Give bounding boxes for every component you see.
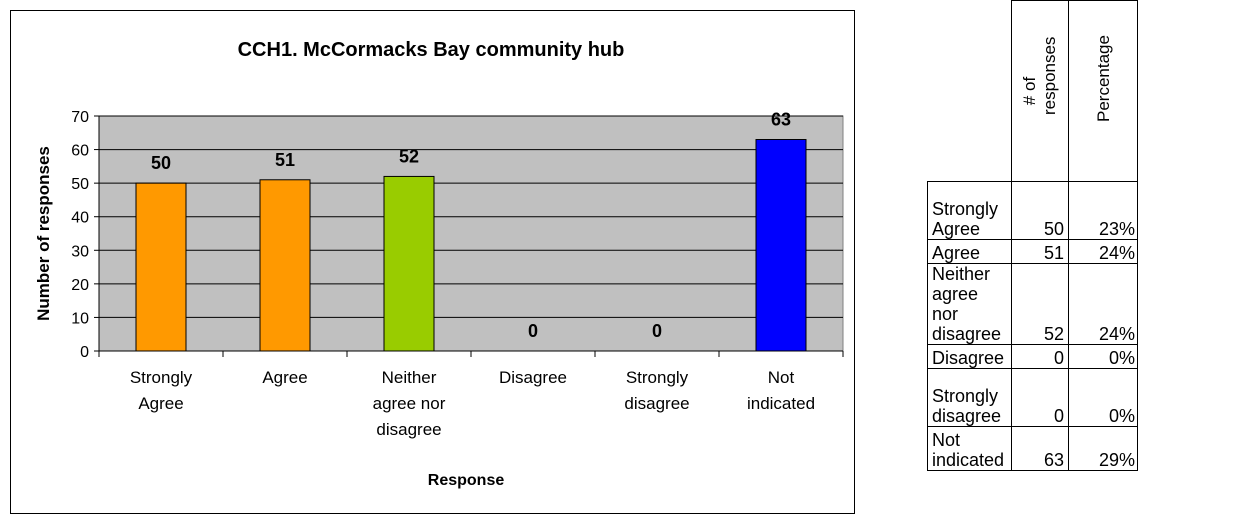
header-percentage-label: Percentage xyxy=(1094,35,1113,122)
row-label: Strongly disagree xyxy=(927,368,1012,427)
bar xyxy=(383,175,435,352)
header-responses-line: # of xyxy=(1020,76,1039,106)
x-category-label: disagree xyxy=(624,394,689,413)
row-label-line: indicated xyxy=(932,450,1005,470)
table-row: Disagree 0 0% xyxy=(927,344,1138,369)
row-label-line: disagree xyxy=(932,324,1002,344)
row-count: 0 xyxy=(1011,344,1069,369)
data-label: 0 xyxy=(652,321,662,341)
data-label: 63 xyxy=(771,110,791,130)
data-label: 50 xyxy=(151,153,171,173)
row-label: Agree xyxy=(927,239,1012,264)
table-corner-cell xyxy=(927,0,1012,182)
row-count: 63 xyxy=(1011,426,1069,471)
plot-area xyxy=(98,115,844,352)
row-label-line: Strongly xyxy=(932,386,999,406)
bar-chart: CCH1. McCormacks Bay community hub 0 10 20 3… xyxy=(34,39,844,489)
row-count: 50 xyxy=(1011,181,1069,240)
x-category-label: Disagree xyxy=(499,368,567,387)
row-count: 52 xyxy=(1011,263,1069,345)
chart-title: CCH1. McCormacks Bay community hub xyxy=(238,39,625,61)
data-label: 0 xyxy=(528,321,538,341)
row-label-line: Neither xyxy=(932,264,991,284)
row-label-line: Not xyxy=(932,430,961,450)
summary-table: # of responses Percentage Strongly Agree 50… xyxy=(927,0,1138,471)
x-category-label: Agree xyxy=(262,368,307,387)
y-tick-label: 50 xyxy=(71,176,89,193)
y-tick-label: 20 xyxy=(71,277,89,294)
row-percent: 0% xyxy=(1068,368,1138,427)
y-axis-title: Number of responses xyxy=(34,146,53,321)
header-responses-label: # of responses xyxy=(1020,36,1060,115)
x-category-label: indicated xyxy=(747,394,815,413)
bar xyxy=(135,182,187,352)
header-responses: # of responses xyxy=(1011,0,1069,182)
row-count: 51 xyxy=(1011,239,1069,264)
x-category-label: Agree xyxy=(138,394,183,413)
row-count: 0 xyxy=(1011,368,1069,427)
row-label: Disagree xyxy=(927,344,1012,369)
x-category-label: Not xyxy=(768,368,795,387)
row-label-line: Agree xyxy=(932,243,981,263)
row-percent: 24% xyxy=(1068,263,1138,345)
row-label-line: Strongly xyxy=(932,199,999,219)
row-label: Strongly Agree xyxy=(927,181,1012,240)
header-percentage: Percentage xyxy=(1068,0,1138,182)
row-label-line: agree nor xyxy=(932,284,979,324)
y-tick-label: 40 xyxy=(71,210,89,227)
table-row: Strongly disagree 0 0% xyxy=(927,368,1138,427)
row-label-line: disagree xyxy=(932,406,1002,426)
x-category-label: Neither xyxy=(382,368,437,387)
y-tick-label: 30 xyxy=(71,243,89,260)
header-responses-line: responses xyxy=(1040,36,1059,115)
row-label-line: Agree xyxy=(932,219,981,239)
y-tick-label: 10 xyxy=(71,310,89,327)
table-header-row: # of responses Percentage xyxy=(927,0,1138,182)
table-row: Not indicated 63 29% xyxy=(927,426,1138,471)
y-tick-label: 60 xyxy=(71,143,89,160)
bar xyxy=(755,139,807,352)
row-percent: 0% xyxy=(1068,344,1138,369)
data-label: 51 xyxy=(275,150,295,170)
x-category-label: agree nor xyxy=(373,394,446,413)
chart-frame: CCH1. McCormacks Bay community hub 0 10 20 3… xyxy=(10,10,855,514)
row-percent: 24% xyxy=(1068,239,1138,264)
row-label: Not indicated xyxy=(927,426,1012,471)
data-label: 52 xyxy=(399,146,419,166)
table-body: Strongly Agree 50 23% Agree 51 24% Neither agree… xyxy=(927,181,1138,471)
table-row: Strongly Agree 50 23% xyxy=(927,181,1138,240)
x-category-label: Strongly xyxy=(626,368,689,387)
row-label: Neither agree nor disagree xyxy=(927,263,1012,345)
row-label-line: Disagree xyxy=(932,348,1005,368)
table-row: Neither agree nor disagree 52 24% xyxy=(927,263,1138,345)
bar xyxy=(259,179,311,352)
x-axis-title: Response xyxy=(428,472,505,489)
row-percent: 29% xyxy=(1068,426,1138,471)
x-category-label: disagree xyxy=(376,420,441,439)
y-tick-label: 70 xyxy=(71,109,89,126)
x-category-label: Strongly xyxy=(130,368,193,387)
table-row: Agree 51 24% xyxy=(927,239,1138,264)
y-tick-label: 0 xyxy=(80,344,89,361)
row-percent: 23% xyxy=(1068,181,1138,240)
